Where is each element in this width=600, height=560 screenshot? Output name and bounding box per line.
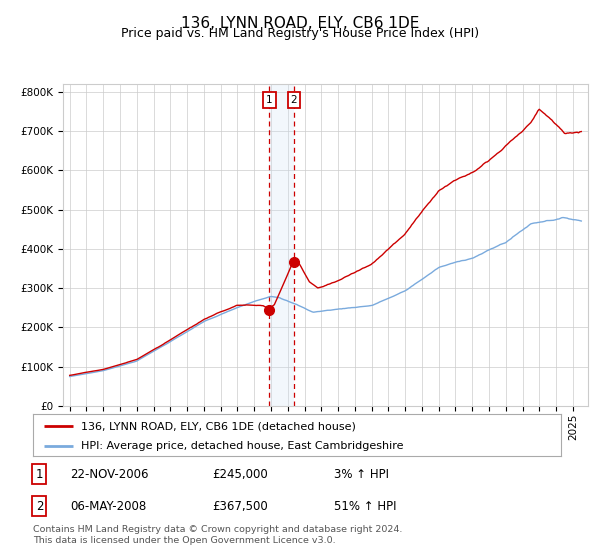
Text: Contains HM Land Registry data © Crown copyright and database right 2024.
This d: Contains HM Land Registry data © Crown c… <box>33 525 403 545</box>
Text: 2: 2 <box>35 500 43 513</box>
Text: 1: 1 <box>35 468 43 480</box>
Text: 3% ↑ HPI: 3% ↑ HPI <box>334 468 389 480</box>
Text: 136, LYNN ROAD, ELY, CB6 1DE (detached house): 136, LYNN ROAD, ELY, CB6 1DE (detached h… <box>80 421 355 431</box>
Text: £367,500: £367,500 <box>212 500 268 513</box>
Text: HPI: Average price, detached house, East Cambridgeshire: HPI: Average price, detached house, East… <box>80 441 403 451</box>
Text: 136, LYNN ROAD, ELY, CB6 1DE: 136, LYNN ROAD, ELY, CB6 1DE <box>181 16 419 31</box>
Text: 2: 2 <box>290 95 297 105</box>
Text: 51% ↑ HPI: 51% ↑ HPI <box>334 500 397 513</box>
Text: Price paid vs. HM Land Registry's House Price Index (HPI): Price paid vs. HM Land Registry's House … <box>121 27 479 40</box>
Text: 1: 1 <box>266 95 272 105</box>
Text: £245,000: £245,000 <box>212 468 268 480</box>
Text: 06-MAY-2008: 06-MAY-2008 <box>70 500 146 513</box>
Bar <box>269 84 294 406</box>
Text: 22-NOV-2006: 22-NOV-2006 <box>70 468 148 480</box>
